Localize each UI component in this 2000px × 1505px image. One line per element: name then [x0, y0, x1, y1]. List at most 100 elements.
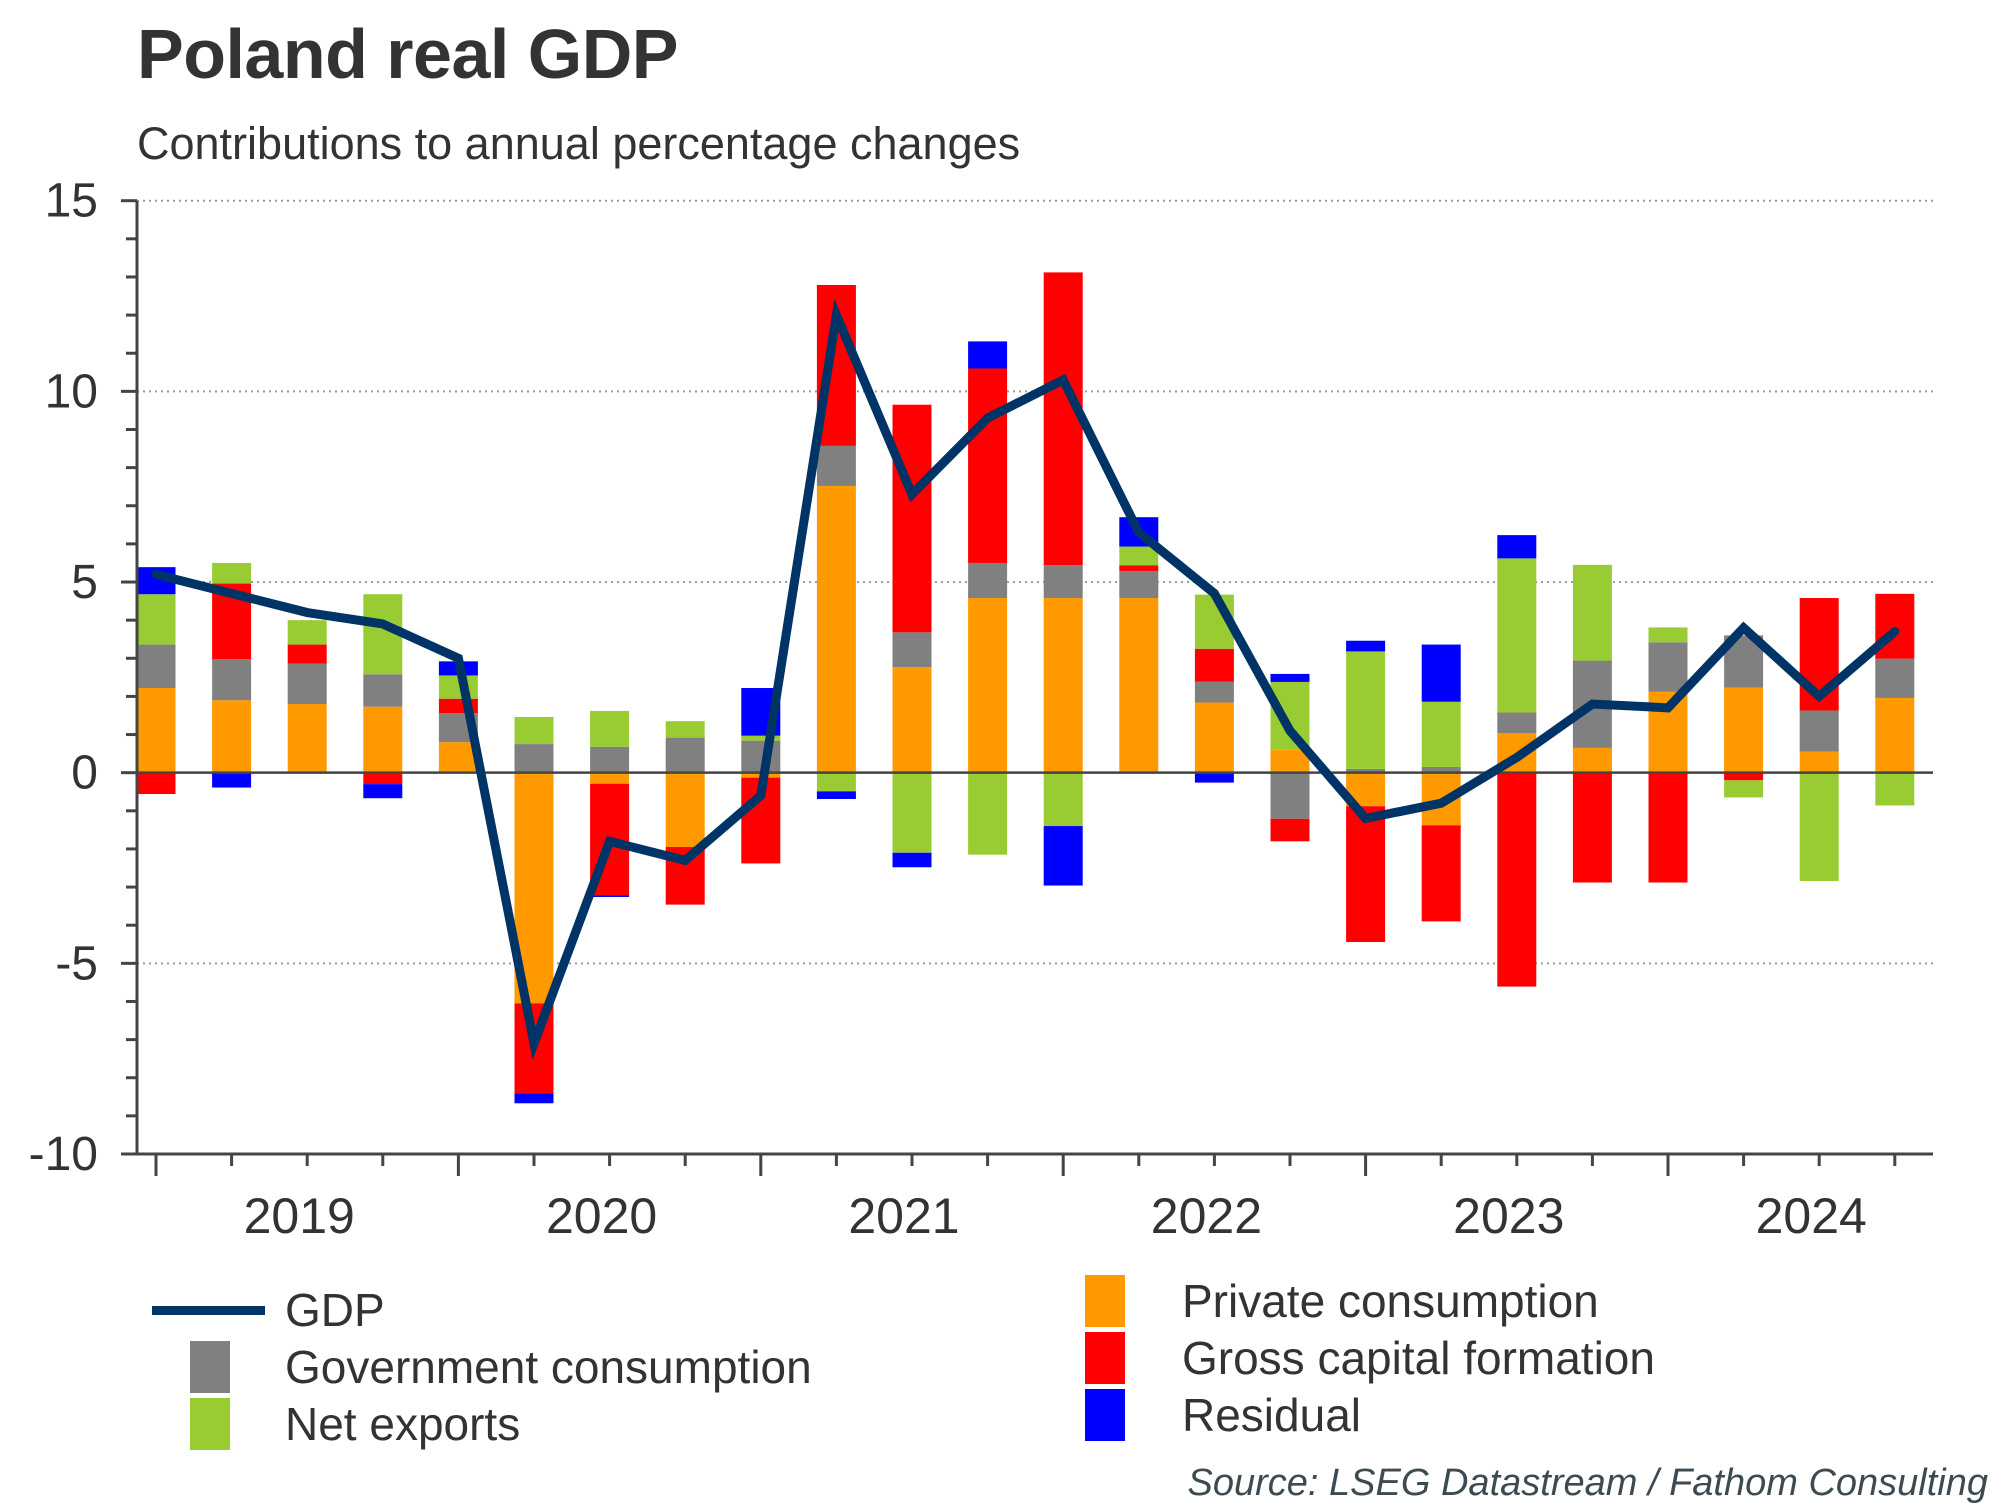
bar-segment-residual [212, 773, 251, 788]
bar-segment-net-exports [1346, 651, 1385, 768]
bar-segment-private-consumption [288, 704, 327, 773]
bar-segment-private-consumption [212, 700, 251, 772]
legend-label: Gross capital formation [1182, 1331, 1655, 1385]
bar-segment-gross-capital-formation [137, 773, 176, 794]
legend-item-gross-capital-formation: Gross capital formation [1085, 1331, 1655, 1385]
bar-segment-residual [893, 853, 932, 867]
bar-segment-government-consumption [590, 747, 629, 773]
bar-segment-government-consumption [893, 632, 932, 667]
bar-stack [1573, 565, 1612, 883]
bar-segment-net-exports [1800, 773, 1839, 881]
bar-stack [1346, 641, 1385, 942]
x-tick-label: 2021 [848, 1188, 959, 1244]
y-tick-labels: 15 10 5 0 -5 -10 [29, 175, 98, 1181]
bar-segment-private-consumption [363, 707, 402, 773]
bar-segment-residual [1044, 826, 1083, 885]
bar-stack [1800, 598, 1839, 881]
bar-segment-net-exports [1649, 627, 1688, 642]
bar-segment-net-exports [1573, 565, 1612, 661]
bar-segment-government-consumption [212, 659, 251, 700]
bar-segment-government-consumption [1800, 711, 1839, 752]
bar-segment-private-consumption [590, 773, 629, 784]
bar-segment-residual [515, 1093, 554, 1103]
bar-segment-gross-capital-formation [1271, 819, 1310, 841]
bar-segment-private-consumption [1195, 703, 1234, 773]
legend-label: Government consumption [285, 1340, 812, 1394]
bar-segment-government-consumption [968, 563, 1007, 598]
bar-segment-residual [590, 895, 629, 897]
x-tick-label: 2020 [546, 1188, 657, 1244]
bar-segment-private-consumption [1724, 688, 1763, 773]
legend-label: Residual [1182, 1388, 1361, 1442]
x-tick-label: 2022 [1151, 1188, 1262, 1244]
bar-segment-gross-capital-formation [968, 368, 1007, 562]
bar-stack [893, 405, 932, 868]
bar-segment-net-exports [666, 721, 705, 737]
bar-segment-private-consumption [666, 773, 705, 847]
bar-stack [1649, 627, 1688, 882]
gdp-line [156, 315, 1895, 1043]
bar-segment-residual [1346, 641, 1385, 652]
bar-segment-private-consumption [893, 667, 932, 773]
legend-swatch-blue-icon [1085, 1389, 1125, 1441]
bar-segment-gross-capital-formation [1649, 773, 1688, 883]
legend-item-private-consumption: Private consumption [1085, 1274, 1599, 1328]
bar-segment-gross-capital-formation [1195, 649, 1234, 682]
bar-segment-private-consumption [1875, 698, 1914, 773]
bar-segment-gross-capital-formation [893, 405, 932, 633]
bar-segment-net-exports [137, 594, 176, 644]
bar-segment-residual [363, 784, 402, 798]
bar-segment-private-consumption [817, 486, 856, 773]
bar-segment-residual [817, 791, 856, 799]
bar-segment-net-exports [1044, 773, 1083, 826]
bar-segment-gross-capital-formation [363, 773, 402, 784]
bar-segment-net-exports [1497, 558, 1536, 712]
bar-segment-gross-capital-formation [1573, 773, 1612, 883]
y-tick-label: 5 [71, 556, 98, 609]
source-note: Source: LSEG Datastream / Fathom Consult… [1188, 1462, 1988, 1505]
y-tick-label: -10 [29, 1128, 98, 1181]
y-tick-label: 10 [45, 365, 98, 418]
bar-stack [288, 620, 327, 773]
bar-segment-government-consumption [1044, 565, 1083, 598]
bar-segment-net-exports [1119, 547, 1158, 566]
y-tick-label: 0 [71, 747, 98, 800]
bar-segment-net-exports [590, 711, 629, 747]
bar-segment-net-exports [1422, 702, 1461, 767]
y-tick-label: 15 [45, 175, 98, 228]
gdp-line-layer [156, 315, 1895, 1044]
bar-stack [1044, 272, 1083, 885]
bar-segment-gross-capital-formation [1044, 272, 1083, 565]
legend-item-gdp: GDP [152, 1283, 385, 1337]
bar-segment-government-consumption [1875, 659, 1914, 698]
legend-label: Private consumption [1182, 1274, 1599, 1328]
bar-segment-net-exports [1271, 682, 1310, 750]
bar-segment-government-consumption [1195, 682, 1234, 703]
legend-swatch-orange-icon [1085, 1275, 1125, 1327]
bar-segment-government-consumption [137, 645, 176, 688]
bar-stack [137, 567, 176, 794]
y-tick-label: -5 [55, 937, 98, 990]
bar-segment-government-consumption [666, 738, 705, 773]
legend-gdp-line-icon [152, 1306, 265, 1315]
bar-segment-residual [1497, 535, 1536, 558]
legend-item-net-exports: Net exports [190, 1397, 520, 1451]
bar-segment-gross-capital-formation [288, 645, 327, 664]
x-tick-label: 2023 [1453, 1188, 1564, 1244]
bar-segment-net-exports [968, 773, 1007, 855]
bar-segment-net-exports [1875, 773, 1914, 806]
x-tick-label: 2019 [244, 1188, 355, 1244]
bar-segment-residual [968, 341, 1007, 368]
bar-segment-private-consumption [1573, 748, 1612, 773]
legend-label: Net exports [285, 1397, 520, 1451]
bar-segment-net-exports [515, 717, 554, 744]
bar-segment-net-exports [212, 563, 251, 584]
bar-segment-net-exports [893, 773, 932, 853]
bar-segment-net-exports [817, 773, 856, 792]
bar-stack [1119, 517, 1158, 772]
bar-segment-gross-capital-formation [1422, 825, 1461, 921]
bar-segment-net-exports [288, 620, 327, 644]
bar-segment-residual [1195, 773, 1234, 783]
bar-segment-private-consumption [1800, 752, 1839, 773]
